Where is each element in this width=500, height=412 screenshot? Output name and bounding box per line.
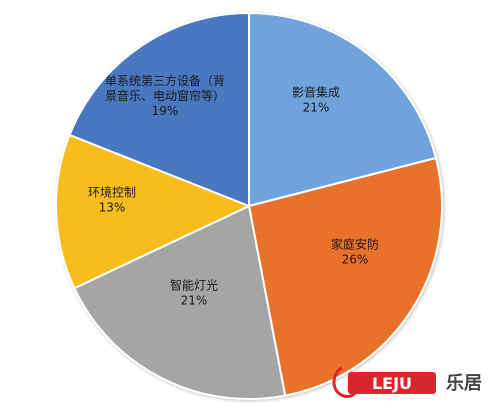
- pie-slice: [73, 204, 287, 400]
- pie-labels: 影音集成21%家庭安防26%智能灯光21%环境控制13%单系统第三方设备（背景音…: [88, 73, 379, 308]
- slice-percent-label: 19%: [152, 104, 179, 118]
- slice-category-label: 影音集成: [292, 85, 340, 100]
- slice-percent-label: 26%: [342, 253, 369, 267]
- slice-category-label: 单系统第三方设备（背: [105, 73, 225, 88]
- slice-category-label: 智能灯光: [170, 278, 218, 293]
- pie-slice: [55, 133, 252, 290]
- slice-category-label: 景音乐、电动窗帘等）: [105, 88, 225, 103]
- pie-slice: [68, 11, 250, 208]
- slice-percent-label: 21%: [181, 294, 208, 308]
- pie-slice: [247, 156, 443, 397]
- leju-logo-icon: LEJU: [332, 366, 436, 398]
- slice-category-label: 家庭安防: [331, 237, 379, 252]
- slice-category-label: 环境控制: [88, 185, 136, 200]
- pie-slice: [248, 11, 438, 208]
- slice-percent-label: 13%: [99, 201, 126, 215]
- leju-logo-text: LEJU: [372, 374, 412, 393]
- watermark: LEJU 乐居: [328, 366, 482, 398]
- pie-slices: [55, 11, 443, 400]
- slice-percent-label: 21%: [303, 101, 330, 115]
- brand-text: 乐居: [446, 373, 482, 394]
